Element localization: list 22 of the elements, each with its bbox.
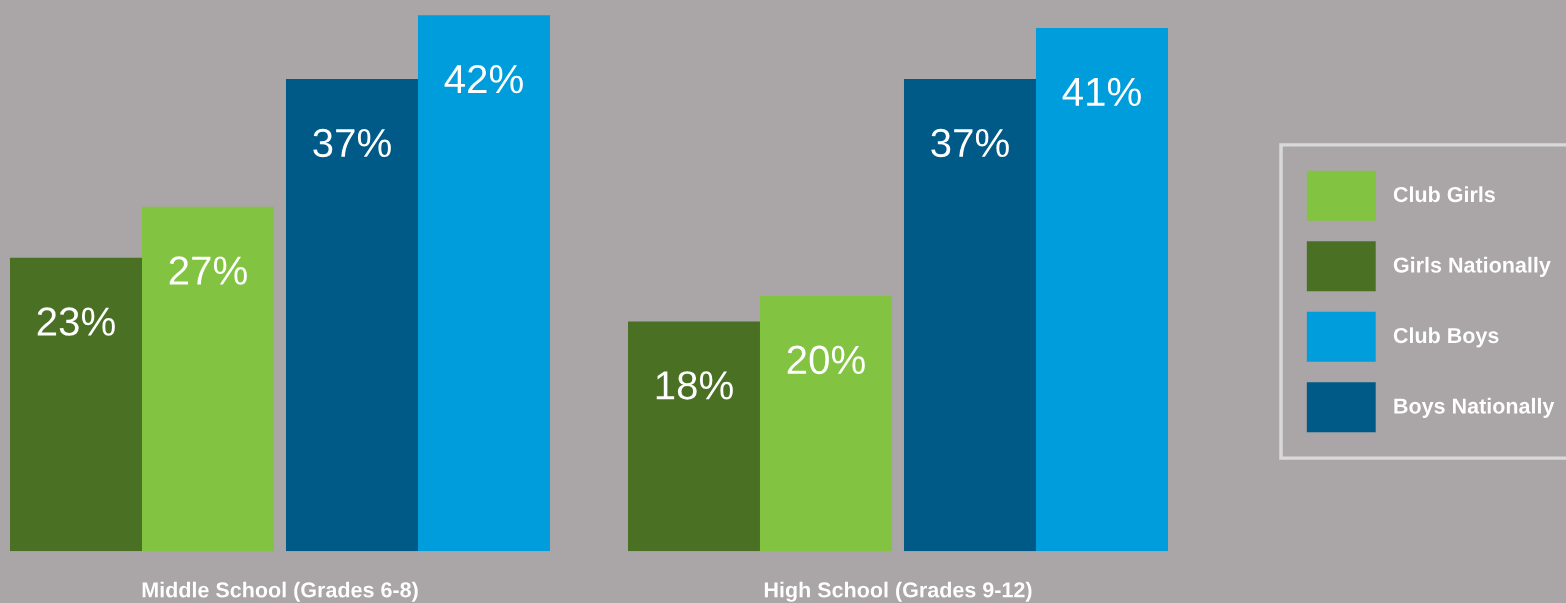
bar <box>142 206 274 552</box>
data-label: 18% <box>656 371 733 400</box>
data-label: 37% <box>313 128 391 158</box>
data-label: 20% <box>787 345 865 375</box>
x-tick-label: Middle School (Grades 6-8) <box>142 581 418 602</box>
legend-label: Boys Nationally <box>1394 397 1555 418</box>
data-label: 37% <box>931 128 1009 158</box>
data-label: 41% <box>1062 77 1141 107</box>
legend-label: Club Boys <box>1393 327 1499 348</box>
bar <box>759 295 892 552</box>
bar <box>286 79 418 552</box>
data-label: 23% <box>37 307 115 336</box>
bar <box>903 79 1036 552</box>
x-tick-label: High School (Grades 9-12) <box>764 581 1032 602</box>
legend-label: Girls Nationally <box>1393 256 1551 277</box>
bar <box>10 257 142 552</box>
data-label: 42% <box>444 64 523 94</box>
legend-label: Club Girls <box>1393 186 1495 203</box>
bar <box>417 15 550 552</box>
bar <box>1035 28 1168 552</box>
data-label: 27% <box>169 256 247 285</box>
bar <box>627 321 760 552</box>
